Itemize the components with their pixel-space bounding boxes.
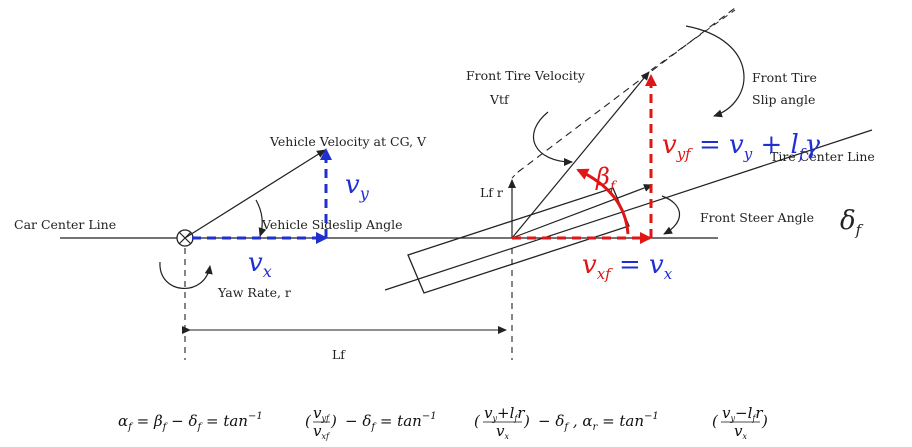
svg-text:vyf: vyf <box>313 404 331 423</box>
lf-r-dashed-top <box>511 171 519 179</box>
front-tire-slip-label-2: Slip angle <box>752 92 815 107</box>
svg-text:(: ( <box>474 412 481 430</box>
front-tire-velocity-label: Front Tire Velocity <box>466 68 586 83</box>
svg-text:vx: vx <box>496 422 509 441</box>
front-steer-angle-label: Front Steer Angle <box>700 210 814 225</box>
tire-center-line-label: Tire Center Line <box>770 149 875 164</box>
yaw-rate-label: Yaw Rate, r <box>217 285 291 300</box>
svg-text:(: ( <box>305 412 312 430</box>
front-tire-velocity-vector <box>511 71 650 239</box>
svg-text:− δf = tan−1: − δf = tan−1 <box>345 411 437 433</box>
svg-text:(: ( <box>712 412 719 430</box>
sideslip-angle-arc <box>255 199 267 237</box>
svg-text:vy+lfr: vy+lfr <box>484 404 525 423</box>
svg-text:− δf , αr = tan−1: − δf , αr = tan−1 <box>538 411 659 433</box>
lf-r-label: Lf r <box>480 185 503 200</box>
lf-label: Lf <box>332 347 346 362</box>
sideslip-angle-label: Vehicle Sideslip Angle <box>261 217 403 232</box>
svg-text:): ) <box>523 412 530 430</box>
beta-f-arc <box>576 168 630 235</box>
front-tire-rectangle <box>407 187 630 294</box>
svg-text:vxf: vxf <box>313 422 331 441</box>
slip-angle-arc <box>685 25 745 118</box>
vxf-equation: vxf = vx <box>582 250 673 283</box>
vehicle-velocity-label: Vehicle Velocity at CG, V <box>269 134 427 149</box>
front-tire-velocity-symbol: Vtf <box>489 92 510 107</box>
svg-text:vx: vx <box>734 422 747 441</box>
svg-text:): ) <box>330 412 337 430</box>
delta-f-symbol: δf <box>840 206 864 239</box>
svg-text:vy−lfr: vy−lfr <box>722 404 763 423</box>
car-center-line-label: Car Center Line <box>14 217 116 232</box>
front-tire-slip-label-1: Front Tire <box>752 70 817 85</box>
slip-angle-equation: αf = βf − δf = tan−1 ( vyf vxf ) − δf = … <box>118 404 768 441</box>
vehicle-velocity-vector <box>184 149 326 239</box>
front-tire-velocity-pointer-arc <box>532 111 573 166</box>
tire-center-line <box>384 129 873 291</box>
vy-symbol: vy <box>345 170 370 203</box>
svg-text:αf = βf − δf: αf = βf − δf = tan−1 <box>118 411 263 434</box>
tire-heading-dashed <box>517 7 736 173</box>
svg-text:): ) <box>761 412 768 430</box>
vx-symbol: vx <box>248 248 272 281</box>
tire-direction-component <box>511 184 653 239</box>
beta-f-symbol: βf <box>595 163 618 195</box>
yaw-rate-arc <box>159 261 213 290</box>
vyf-equation: vyf = vy + lfγ <box>662 130 820 163</box>
steer-angle-arc <box>661 195 681 235</box>
